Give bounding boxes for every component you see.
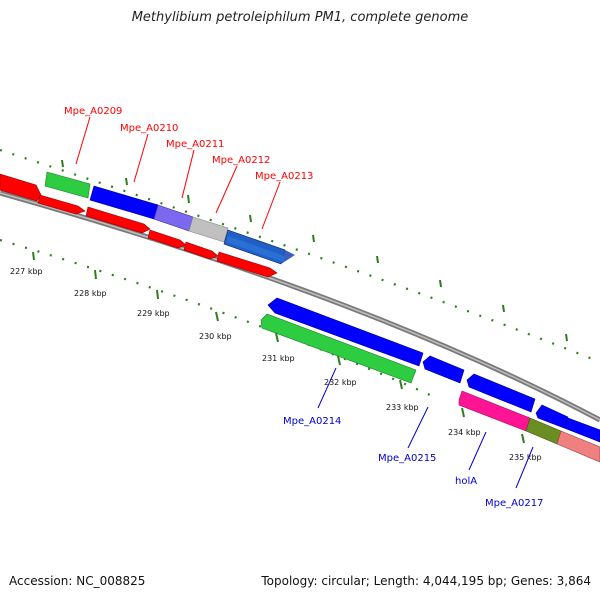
- gene-label-mpe-a0213[interactable]: Mpe_A0213: [255, 171, 313, 182]
- tick-mark: [461, 407, 465, 418]
- tick-mark: [94, 269, 97, 280]
- tick-label: 232 kbp: [324, 378, 357, 387]
- gene-arrow[interactable]: [188, 216, 229, 243]
- forward-gene-leaders: [75, 116, 281, 230]
- tick-label: 234 kbp: [448, 428, 481, 437]
- tick-mark: [32, 251, 35, 261]
- reverse-genes-track: [260, 297, 600, 463]
- gene-arrow[interactable]: [563, 417, 600, 443]
- genome-backbone: [0, 190, 600, 423]
- gene-label-mpe-a0212[interactable]: Mpe_A0212: [212, 155, 270, 166]
- tick-mark: [156, 289, 159, 300]
- gene-label-mpe-a0211[interactable]: Mpe_A0211: [166, 139, 224, 150]
- tick-mark: [521, 433, 525, 444]
- accession-text: Accession: NC_008825: [9, 574, 146, 588]
- tick-mark: [502, 304, 505, 313]
- gene-label-hola[interactable]: holA: [455, 476, 477, 487]
- gene-arrow[interactable]: [556, 430, 600, 463]
- gene-arrow[interactable]: [44, 171, 91, 199]
- tick-label: 230 kbp: [199, 332, 232, 341]
- tick-mark: [337, 355, 341, 366]
- scale-ticks: [32, 159, 568, 444]
- forward-gene-labels: Mpe_A0209 Mpe_A0210 Mpe_A0211 Mpe_A0212 …: [64, 106, 313, 182]
- inner-dotted-ring: [0, 238, 431, 397]
- tick-mark: [376, 255, 379, 264]
- tick-mark: [249, 214, 252, 223]
- tick-mark: [215, 311, 219, 322]
- gene-arrow[interactable]: [183, 241, 219, 260]
- tick-label: 227 kbp: [10, 267, 43, 276]
- gene-arrow[interactable]: [422, 355, 465, 384]
- gene-label-mpe-a0215[interactable]: Mpe_A0215: [378, 453, 436, 464]
- gene-arrow[interactable]: [216, 251, 278, 278]
- tick-mark: [565, 333, 568, 342]
- tick-mark: [439, 279, 442, 288]
- gene-arrow[interactable]: [226, 236, 285, 262]
- gene-label-mpe-a0210[interactable]: Mpe_A0210: [120, 123, 178, 134]
- tick-mark: [187, 194, 190, 204]
- gene-arrow[interactable]: [85, 206, 151, 234]
- gene-arrow[interactable]: [267, 297, 424, 367]
- gene-arrow[interactable]: [153, 204, 194, 232]
- gene-label-mpe-a0214[interactable]: Mpe_A0214: [283, 416, 341, 427]
- tick-label: 229 kbp: [137, 309, 170, 318]
- tick-mark: [61, 159, 64, 168]
- gene-arrow[interactable]: [281, 250, 295, 264]
- reverse-gene-labels: Mpe_A0214 Mpe_A0215 holA Mpe_A0217: [283, 416, 543, 509]
- tick-label: 233 kbp: [386, 403, 419, 412]
- page-title: Methylibium petroleiphilum PM1, complete…: [131, 10, 469, 25]
- forward-genes-red-row: [37, 194, 278, 278]
- gene-arrow[interactable]: [37, 194, 86, 215]
- tick-labels: 227 kbp 228 kbp 229 kbp 230 kbp 231 kbp …: [10, 267, 542, 462]
- reverse-gene-leaders: [317, 367, 534, 489]
- tick-mark: [125, 177, 128, 186]
- tick-mark: [312, 234, 315, 243]
- tick-mark: [399, 379, 403, 390]
- tick-label: 231 kbp: [262, 354, 295, 363]
- gene-arrow[interactable]: [260, 313, 417, 384]
- gene-arrow[interactable]: [466, 373, 536, 413]
- tick-label: 235 kbp: [509, 453, 542, 462]
- gene-label-mpe-a0217[interactable]: Mpe_A0217: [485, 498, 543, 509]
- genome-stats-text: Topology: circular; Length: 4,044,195 bp…: [261, 574, 591, 588]
- gene-arrow[interactable]: [147, 229, 187, 249]
- gene-label-mpe-a0209[interactable]: Mpe_A0209: [64, 106, 122, 117]
- tick-mark: [275, 332, 279, 343]
- tick-label: 228 kbp: [74, 289, 107, 298]
